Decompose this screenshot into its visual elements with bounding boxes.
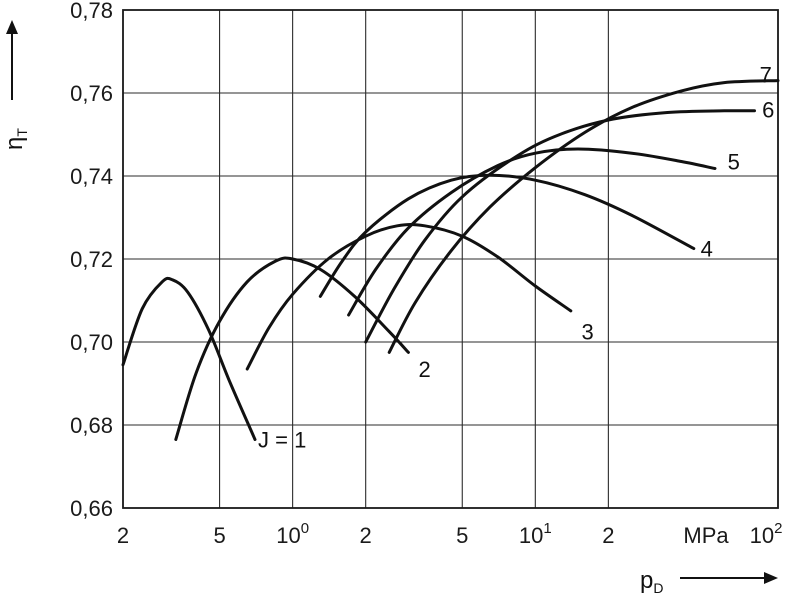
y-axis-subscript: T [14,128,30,137]
x-tick-label: 2 [360,523,372,548]
y-tick-label: 0,72 [70,247,113,272]
y-tick-label: 0,78 [70,0,113,23]
curve-label: 2 [418,357,430,382]
x-axis-symbol: p [640,567,653,594]
y-axis-arrowhead [6,20,18,34]
curve-series-2 [174,256,410,441]
curve-label: 3 [582,320,594,345]
curve-label: J = 1 [258,428,306,453]
x-axis-title: pD [640,567,778,596]
curve-labels: J = 1 2 3 4 5 6 7 [258,62,774,452]
svg-text:ηT: ηT [1,128,30,150]
x-tick-label: 101 [519,520,552,548]
x-tick-label: 100 [276,520,309,548]
y-tick-labels: 0,66 0,68 0,70 0,72 0,74 0,76 0,78 [70,0,113,521]
y-tick-label: 0,68 [70,413,113,438]
plot-frame [122,9,779,509]
curve-series-1 [121,276,257,441]
x-tick-labels: 2 5 100 2 5 101 2 102 [117,520,783,548]
x-axis-arrowhead [764,572,778,584]
x-tick-label: 5 [456,523,468,548]
x-unit-label: MPa [683,523,729,548]
y-tick-label: 0,70 [70,330,113,355]
efficiency-curves [121,79,780,441]
curve-label: 5 [728,149,740,174]
y-tick-label: 0,66 [70,496,113,521]
svg-text:pD: pD [640,567,663,596]
curve-series-7 [387,79,780,354]
curve-series-5 [347,147,717,317]
y-tick-label: 0,74 [70,164,113,189]
x-tick-label: 102 [750,520,783,548]
y-tick-label: 0,76 [70,81,113,106]
curve-series-4 [318,173,696,298]
curve-series-6 [364,109,756,344]
grid-lines [122,9,779,509]
x-tick-label: 5 [213,523,225,548]
curve-label: 4 [701,237,713,262]
y-axis-symbol: η [1,137,28,150]
y-axis-title: ηT [1,20,30,150]
x-tick-label: 2 [602,523,614,548]
x-axis-subscript: D [653,580,663,596]
curve-label: 6 [762,98,774,123]
x-tick-label: 2 [117,523,129,548]
curve-series-3 [245,223,573,371]
curve-label: 7 [760,62,772,87]
